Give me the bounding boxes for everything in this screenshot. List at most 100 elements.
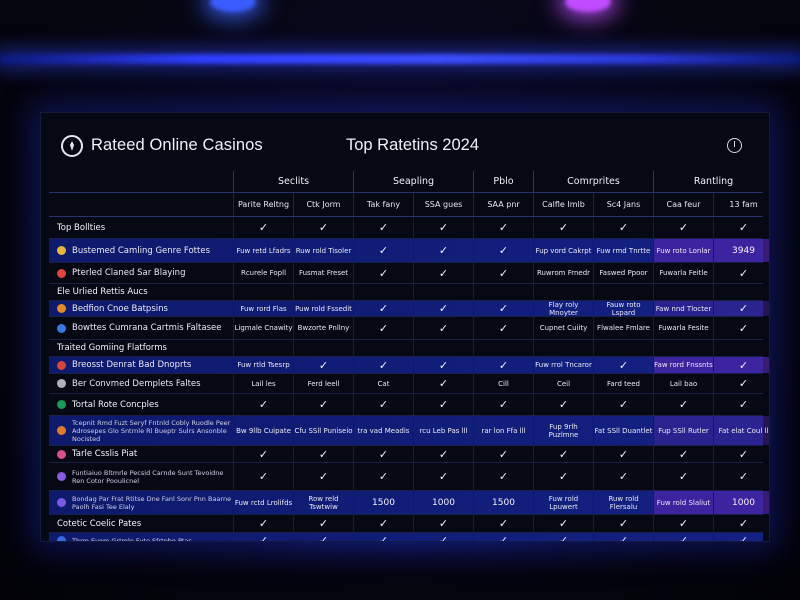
table-cell: Fuw retd Lfadrs: [233, 239, 293, 262]
table-cell: Faw nnd Tlocter: [653, 301, 713, 316]
check-icon: ✓: [438, 302, 449, 315]
row-label-text: Bustemed Camling Genre Fottes: [72, 245, 211, 256]
row-label-text: Bowttes Cumrana Cartmis Faltasee: [72, 323, 222, 333]
check-icon: ✓: [258, 534, 269, 542]
row-label: Ber Convmed Demplets Faltes: [57, 374, 233, 393]
info-icon[interactable]: [727, 138, 742, 153]
row-label-text: Top Bollties: [57, 222, 106, 233]
table-row[interactable]: Bowttes Cumrana Cartmis Faltasee Ligmale …: [49, 317, 763, 340]
check-icon: ✓: [438, 377, 449, 390]
cell-text: Faswed Ppoor: [599, 269, 648, 277]
table-cell: Ruwrom Frnedr: [533, 263, 593, 283]
table-cell: [473, 284, 533, 300]
cell-text: rar lon Ffa lll: [481, 426, 526, 435]
table-cell: Fup vord Cakrpt: [533, 239, 593, 262]
row-label: Cotetic Coelic Pates: [57, 515, 233, 532]
table-row[interactable]: Pterled Claned Sar Blaying Rcurele Fopll F…: [49, 263, 763, 284]
table-cell: Puw rold Fssedit: [293, 301, 353, 316]
table-row[interactable]: Bondag Par Frat Rtitse Dne Fanl Sonr Pnn…: [49, 491, 769, 515]
check-icon: ✓: [738, 321, 749, 335]
check-icon: ✓: [678, 534, 689, 542]
column-subheader-1: Ctk Jorm: [293, 193, 353, 216]
check-icon: ✓: [438, 447, 449, 461]
table-cell: 1500: [353, 491, 413, 514]
check-icon: ✓: [618, 517, 629, 530]
table-cell: ✓: [293, 515, 353, 532]
table-cell: ✓: [353, 533, 413, 542]
check-icon: ✓: [498, 302, 509, 315]
table-cell: ✓: [713, 463, 769, 490]
table-cell: Flay roly Mnoyter: [533, 300, 593, 317]
table-row[interactable]: Tortal Rote Concples ✓ ✓ ✓ ✓ ✓ ✓ ✓ ✓ ✓: [49, 394, 763, 416]
row-label-text: Funtiaiuo Bltmrle Pecsid Carnde Sunt Tev…: [72, 468, 224, 485]
table-cell: ✓: [293, 357, 353, 373]
table-cell: ✓: [353, 446, 413, 462]
cell-text: Cill: [498, 379, 509, 388]
check-icon: ✓: [378, 534, 389, 542]
table-cell: Fuwarla Feitle: [653, 263, 713, 283]
check-icon: ✓: [378, 321, 389, 335]
row-label: Tarle Csslis Piat: [57, 446, 233, 462]
table-row[interactable]: Top Bollties ✓ ✓ ✓ ✓ ✓ ✓ ✓ ✓ ✓: [49, 217, 763, 239]
table-row[interactable]: Ber Convmed Demplets Faltes Lail les Ferd …: [49, 374, 763, 394]
check-icon: ✓: [438, 534, 449, 542]
table-cell: ✓: [473, 239, 533, 262]
table-cell: ✓: [593, 463, 653, 490]
table-cell: ✓: [413, 374, 473, 393]
table-row[interactable]: Funtiaiuo Bltmrle Pecsid Carnde Sunt Tev…: [49, 463, 763, 491]
table-cell: ✓: [413, 263, 473, 283]
table-cell: Fat SSll Duantlet: [593, 416, 653, 445]
cell-text: Fuw rtld Tsesrp: [237, 361, 290, 369]
table-cell: Fup 9rlh Puzlmne: [533, 416, 593, 445]
table-cell: ✓: [533, 217, 593, 238]
table-cell: ✓: [353, 263, 413, 283]
check-icon: ✓: [738, 221, 749, 234]
table-cell: ✓: [653, 463, 713, 490]
table-cell: ✓: [473, 446, 533, 462]
check-icon: ✓: [738, 517, 749, 530]
table-cell: 1000: [413, 491, 473, 514]
table-row[interactable]: Cotetic Coelic Pates ✓ ✓ ✓ ✓ ✓ ✓ ✓ ✓ ✓: [49, 515, 763, 533]
cell-text: Flay roly Mnoyter: [548, 300, 579, 317]
table-cell: ✓: [473, 394, 533, 415]
table-cell: ✓: [593, 357, 653, 373]
table-cell: ✓: [353, 463, 413, 490]
table-cell: Cat: [353, 374, 413, 393]
check-icon: ✓: [378, 244, 389, 257]
table-row[interactable]: Bedfion Cnoe Batpsins Fuw rord Flas Puw ro…: [49, 300, 769, 317]
table-row[interactable]: Tcepnit Rmd Fuzt Seryf Fntnld Cobly Ruod…: [49, 416, 769, 446]
check-icon: ✓: [378, 398, 389, 411]
check-icon: ✓: [318, 517, 329, 530]
table-cell: ✓: [233, 217, 293, 238]
table-row[interactable]: Breosst Denrat Bad Dnoprts Fuw rtld Tsesr…: [49, 357, 769, 374]
casino-logo-icon: [57, 379, 66, 388]
table-row[interactable]: Traited Gomiing Flatforms: [49, 340, 763, 357]
cell-text: Ceil: [556, 379, 571, 388]
cell-text: Cat: [377, 379, 390, 388]
cell-text: Ruw rold Flersalu: [608, 494, 639, 511]
table-cell: Lail bao: [653, 374, 713, 393]
check-icon: ✓: [618, 470, 629, 483]
table-row[interactable]: Thrm Evom Grtmle Fvte Sfrtpbo Ptas ✓ ✓ ✓ ✓ ✓ ✓…: [49, 533, 763, 542]
ratings-table: Seclits Seapling Pblo Comrprites Rantling Pa…: [49, 171, 769, 542]
table-cell: Flwalee Fmlare: [593, 317, 653, 339]
casino-logo-icon: [57, 536, 66, 541]
check-icon: ✓: [438, 244, 449, 257]
table-cell: Row reld Tswtwiw: [293, 491, 353, 514]
column-group-4: Rantling: [653, 171, 769, 192]
row-label-text: Tarle Csslis Piat: [72, 449, 138, 459]
casino-logo-icon: [57, 472, 66, 481]
check-icon: ✓: [618, 534, 629, 542]
row-label: Breosst Denrat Bad Dnoprts: [57, 357, 233, 373]
table-row[interactable]: Ele Urlied Rettis Aucs: [49, 284, 763, 301]
table-row[interactable]: Tarle Csslis Piat ✓ ✓ ✓ ✓ ✓ ✓ ✓ ✓ ✓: [49, 446, 763, 463]
cell-text: Ruwrom Frnedr: [536, 269, 591, 277]
cell-value: 3949: [732, 245, 755, 256]
table-row[interactable]: Bustemed Camling Genre Fottes Fuw retd Lf…: [49, 239, 769, 263]
check-icon: ✓: [678, 221, 689, 234]
check-icon: ✓: [558, 534, 569, 542]
table-cell: [533, 284, 593, 300]
column-subheader-5: Calfle Imlb: [533, 193, 593, 216]
check-icon: ✓: [258, 447, 269, 461]
check-icon: ✓: [558, 470, 569, 483]
